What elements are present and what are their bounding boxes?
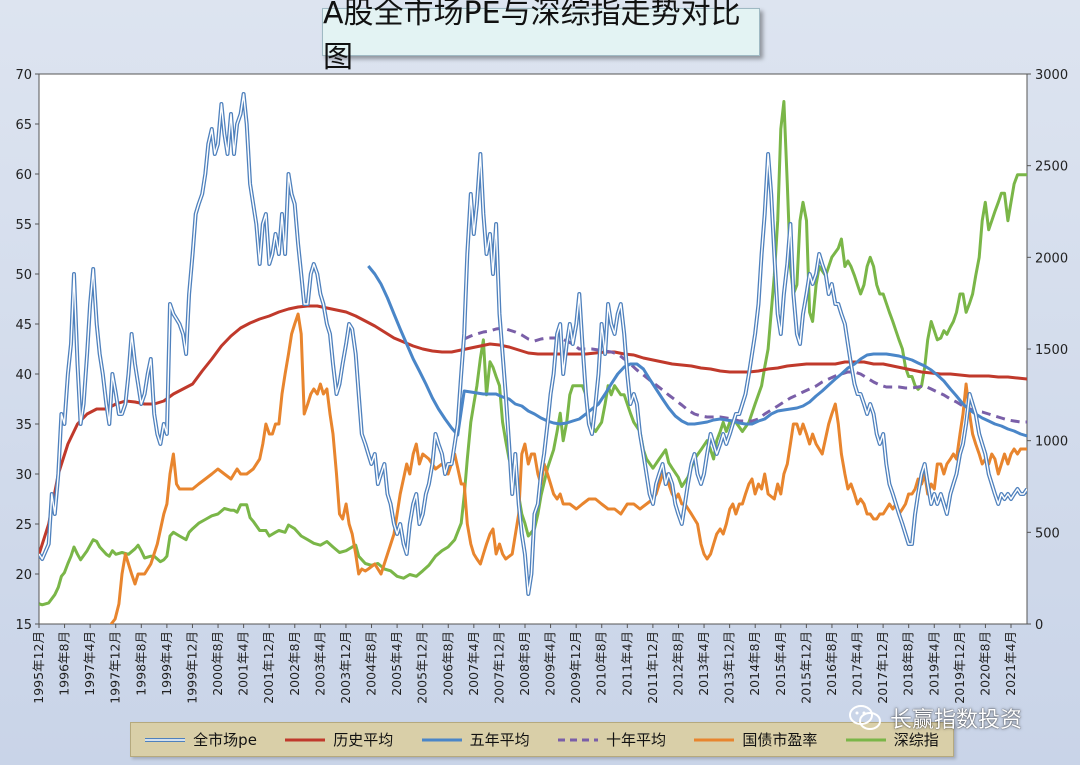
wechat-icon (849, 705, 881, 730)
x-tick-label: 2015年12月 (798, 631, 813, 704)
y-left-tick-label: 35 (15, 418, 32, 433)
x-tick-label: 2014年8月 (747, 631, 762, 696)
x-tick-label: 2000年8月 (210, 631, 225, 696)
x-tick-label: 2011年12月 (645, 631, 660, 704)
legend-swatch-five (421, 738, 462, 741)
legend-label-five: 五年平均 (469, 731, 530, 749)
y-right-tick-label: 3000 (1035, 68, 1068, 83)
x-tick-label: 2003年12月 (338, 631, 353, 704)
y-right-tick-label: 0 (1035, 618, 1043, 633)
x-tick-label: 2003年4月 (312, 631, 327, 696)
series-line-szse-composite-group (39, 100, 1027, 607)
x-tick-label: 2021年4月 (1003, 631, 1018, 696)
legend-label-pe: 全市场pe (193, 731, 257, 749)
x-tick-label: 2005年4月 (389, 631, 404, 696)
x-tick-label: 1997年4月 (82, 631, 97, 696)
x-tick-label: 2008年8月 (517, 631, 532, 696)
y-left-tick-label: 60 (15, 168, 32, 183)
y-left-tick-label: 40 (15, 368, 32, 383)
x-tick-label: 2017年4月 (850, 631, 865, 696)
y-left-tick-label: 55 (15, 218, 32, 233)
y-left-tick-label: 65 (15, 118, 32, 133)
y-right-tick-label: 500 (1035, 526, 1060, 541)
x-tick-label: 1995年12月 (31, 631, 46, 704)
x-tick-label: 2004年8月 (364, 631, 379, 696)
series-line-szse-composite (39, 100, 1027, 607)
x-tick-label: 2013年4月 (696, 631, 711, 696)
legend-swatch-szi (845, 738, 886, 741)
series (39, 92, 1027, 624)
legend-item-ten: 十年平均 (558, 729, 666, 750)
x-tick-label: 2019年12月 (952, 631, 967, 704)
x-tick-label: 2017年12月 (875, 631, 890, 704)
y-left-tick-label: 25 (15, 518, 32, 533)
y-left-tick-label: 30 (15, 468, 32, 483)
y-left-tick-label: 50 (15, 268, 32, 283)
legend: 全市场pe 历史平均 五年平均 十年平均 国债市盈率 深综指 (130, 722, 954, 757)
x-tick-label: 1997年12月 (108, 631, 123, 704)
legend-swatch-bond (694, 738, 735, 741)
x-tick-label: 2019年4月 (926, 631, 941, 696)
chart-title: A股全市场PE与深综指走势对比图 (322, 0, 760, 75)
x-tick-label: 2005年12月 (415, 631, 430, 704)
legend-item-five: 五年平均 (421, 729, 530, 750)
x-tick-label: 2007年4月 (466, 631, 481, 696)
y-left-tick-label: 15 (15, 618, 32, 633)
y-right-tick-label: 2500 (1035, 160, 1068, 175)
x-tick-label: 1996年8月 (57, 631, 72, 696)
legend-item-hist: 历史平均 (285, 729, 393, 750)
x-tick-label: 2011年4月 (619, 631, 634, 696)
legend-swatch-hist (285, 738, 326, 741)
y-left-tick-label: 45 (15, 318, 32, 333)
legend-item-szi: 深综指 (845, 729, 939, 750)
axes: 15 20 25 30 35 40 45 50 55 60 65 70 0 500 1000 1500 2000… (15, 68, 1068, 704)
x-tick-label: 1999年12月 (184, 631, 199, 704)
x-tick-label: 2009年4月 (543, 631, 558, 696)
x-tick-label: 2002年8月 (287, 631, 302, 696)
series-line-pe-inner (39, 93, 1027, 595)
legend-swatch-pe (145, 737, 186, 742)
legend-label-hist: 历史平均 (333, 731, 394, 749)
y-right-tick-label: 2000 (1035, 251, 1068, 266)
watermark-text: 长赢指数投资 (890, 708, 1023, 733)
y-right-tick-label: 1500 (1035, 343, 1068, 358)
series-line-hist-avg-group (39, 304, 1027, 555)
x-tick-label: 1999年4月 (159, 631, 174, 696)
legend-swatch-ten (558, 738, 599, 741)
x-tick-label: 2018年8月 (901, 631, 916, 696)
x-tick-label: 2001年4月 (236, 631, 251, 696)
series-line-hist-avg (39, 304, 1027, 555)
x-tick-label: 2010年8月 (594, 631, 609, 696)
series-line-pe-group (39, 92, 1027, 596)
x-tick-label: 2001年12月 (261, 631, 276, 704)
legend-label-ten: 十年平均 (606, 731, 667, 749)
legend-label-bond: 国债市盈率 (742, 731, 818, 749)
legend-item-bond: 国债市盈率 (694, 729, 817, 750)
y-left-tick-label: 20 (15, 568, 32, 583)
x-tick-label: 2016年8月 (824, 631, 839, 696)
x-tick-label: 2013年12月 (722, 631, 737, 704)
watermark: 长赢指数投资 (848, 700, 1022, 736)
x-tick-label: 2015年4月 (773, 631, 788, 696)
legend-item-pe: 全市场pe (145, 729, 257, 750)
x-tick-label: 2006年8月 (440, 631, 455, 696)
legend-label-szi: 深综指 (893, 731, 939, 749)
x-tick-label: 2009年12月 (568, 631, 583, 704)
series-line-5yr-avg-group (367, 265, 1027, 438)
x-tick-label: 2020年8月 (977, 631, 992, 696)
x-tick-label: 2007年12月 (491, 631, 506, 704)
y-left-tick-label: 70 (15, 68, 32, 83)
series-line-5yr-avg (367, 265, 1027, 438)
y-right-tick-label: 1000 (1035, 435, 1068, 450)
x-tick-label: 1998年8月 (133, 631, 148, 696)
x-tick-label: 2012年8月 (670, 631, 685, 696)
